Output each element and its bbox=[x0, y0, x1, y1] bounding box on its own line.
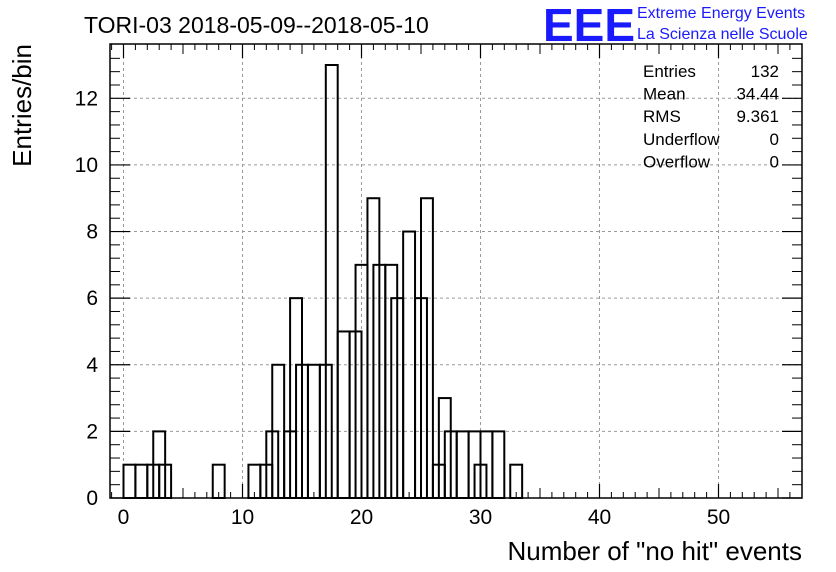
stat-label: Overflow bbox=[643, 152, 711, 171]
grid-lines bbox=[110, 44, 802, 498]
axis-ticks bbox=[110, 44, 802, 499]
stat-value: 132 bbox=[751, 62, 779, 81]
histogram-bar bbox=[336, 330, 351, 500]
y-tick-label: 4 bbox=[86, 354, 98, 377]
logo-line-2: La Scienza nelle Scuole bbox=[637, 26, 808, 43]
stat-label: Underflow bbox=[643, 130, 720, 149]
logo-mark: EEE bbox=[543, 0, 635, 51]
x-tick-label: 20 bbox=[350, 506, 373, 529]
stat-value: 34.44 bbox=[736, 85, 779, 104]
stat-label: Entries bbox=[643, 62, 696, 81]
y-axis-title: Entries/bin bbox=[7, 44, 37, 167]
stat-label: Mean bbox=[643, 85, 686, 104]
x-tick-label: 10 bbox=[231, 506, 254, 529]
x-tick-label: 30 bbox=[469, 506, 492, 529]
y-tick-label: 8 bbox=[86, 221, 98, 244]
y-tick-label: 2 bbox=[86, 420, 98, 443]
x-tick-label: 40 bbox=[588, 506, 611, 529]
histogram-bars bbox=[122, 64, 524, 500]
histogram-bar bbox=[134, 463, 149, 500]
histogram-bar bbox=[122, 463, 137, 500]
stat-value: 9.361 bbox=[736, 107, 779, 126]
y-tick-label: 12 bbox=[75, 87, 98, 110]
x-tick-labels: 0 10 20 30 40 50 bbox=[118, 506, 731, 529]
x-tick-label: 50 bbox=[707, 506, 730, 529]
stat-label: RMS bbox=[643, 107, 681, 126]
stat-value: 0 bbox=[770, 152, 779, 171]
stat-value: 0 bbox=[770, 130, 779, 149]
y-tick-labels: 0 2 4 6 8 10 12 bbox=[75, 87, 99, 510]
logo-line-1: Extreme Energy Events bbox=[637, 5, 805, 22]
eee-logo: EEE Extreme Energy Events La Scienza nel… bbox=[543, 0, 808, 51]
y-tick-label: 0 bbox=[86, 487, 98, 510]
stats-box: Entries 132 Mean 34.44 RMS 9.361 Underflow 0 Ove… bbox=[643, 62, 779, 171]
plot-frame bbox=[109, 43, 803, 499]
y-tick-label: 10 bbox=[75, 154, 98, 177]
x-axis-title: Number of "no hit" events bbox=[508, 536, 803, 566]
histogram-bar bbox=[455, 430, 470, 499]
x-tick-label: 0 bbox=[118, 506, 130, 529]
y-tick-label: 6 bbox=[86, 287, 98, 310]
histogram-bar bbox=[491, 430, 506, 499]
chart-title: TORI-03 2018-05-09--2018-05-10 bbox=[84, 12, 429, 38]
